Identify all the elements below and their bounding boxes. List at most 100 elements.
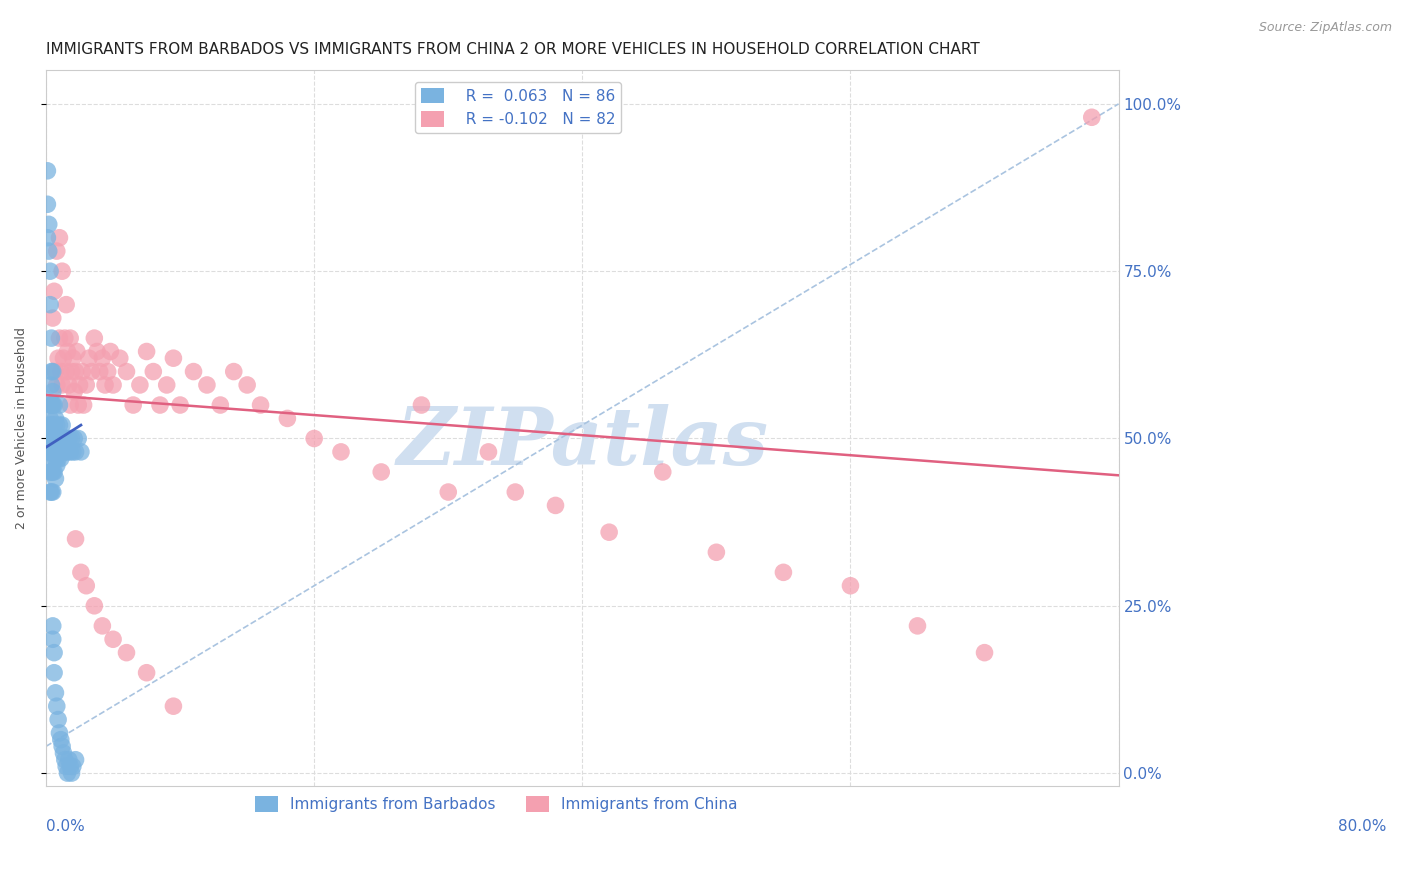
Point	[115, 365, 138, 379]
Point	[162, 351, 184, 366]
Point	[49, 365, 72, 379]
Point	[42, 445, 65, 459]
Point	[839, 579, 862, 593]
Point	[65, 753, 87, 767]
Point	[39, 432, 62, 446]
Point	[41, 418, 63, 433]
Point	[46, 451, 69, 466]
Point	[55, 432, 77, 446]
Text: IMMIGRANTS FROM BARBADOS VS IMMIGRANTS FROM CHINA 2 OR MORE VEHICLES IN HOUSEHOL: IMMIGRANTS FROM BARBADOS VS IMMIGRANTS F…	[46, 42, 980, 57]
Point	[44, 432, 66, 446]
Text: ZIPatlas: ZIPatlas	[396, 404, 769, 482]
Point	[503, 485, 526, 500]
Point	[91, 351, 114, 366]
Point	[65, 532, 87, 546]
Point	[45, 418, 67, 433]
Y-axis label: 2 or more Vehicles in Household: 2 or more Vehicles in Household	[15, 327, 28, 529]
Point	[62, 759, 84, 773]
Point	[42, 384, 65, 399]
Point	[907, 619, 929, 633]
Point	[236, 378, 259, 392]
Point	[46, 432, 69, 446]
Point	[42, 311, 65, 326]
Point	[60, 432, 83, 446]
Point	[44, 365, 66, 379]
Point	[772, 566, 794, 580]
Point	[1081, 110, 1104, 124]
Point	[63, 432, 86, 446]
Point	[42, 432, 65, 446]
Point	[42, 432, 65, 446]
Point	[129, 378, 152, 392]
Point	[48, 418, 70, 433]
Point	[100, 344, 122, 359]
Point	[39, 398, 62, 412]
Point	[222, 365, 245, 379]
Point	[42, 619, 65, 633]
Point	[48, 231, 70, 245]
Point	[72, 365, 94, 379]
Point	[49, 451, 72, 466]
Point	[115, 646, 138, 660]
Point	[42, 398, 65, 412]
Point	[330, 445, 353, 459]
Text: 0.0%: 0.0%	[46, 819, 84, 834]
Point	[55, 298, 77, 312]
Point	[62, 445, 84, 459]
Point	[55, 759, 77, 773]
Text: 80.0%: 80.0%	[1339, 819, 1386, 834]
Point	[42, 665, 65, 680]
Point	[52, 746, 75, 760]
Text: Source: ZipAtlas.com: Source: ZipAtlas.com	[1258, 21, 1392, 34]
Point	[149, 398, 172, 412]
Point	[48, 331, 70, 345]
Point	[91, 619, 114, 633]
Point	[70, 445, 93, 459]
Point	[42, 485, 65, 500]
Point	[41, 378, 63, 392]
Point	[69, 378, 91, 392]
Point	[44, 411, 66, 425]
Point	[48, 726, 70, 740]
Point	[94, 378, 117, 392]
Point	[51, 264, 73, 278]
Point	[39, 445, 62, 459]
Point	[276, 411, 298, 425]
Point	[65, 445, 87, 459]
Point	[45, 699, 67, 714]
Point	[72, 398, 94, 412]
Point	[46, 351, 69, 366]
Point	[53, 753, 76, 767]
Point	[67, 432, 90, 446]
Point	[437, 485, 460, 500]
Point	[135, 344, 157, 359]
Point	[70, 566, 93, 580]
Point	[41, 465, 63, 479]
Point	[45, 458, 67, 473]
Point	[42, 418, 65, 433]
Point	[48, 398, 70, 412]
Point	[60, 766, 83, 780]
Point	[41, 398, 63, 412]
Point	[53, 445, 76, 459]
Point	[45, 244, 67, 259]
Point	[41, 485, 63, 500]
Point	[44, 472, 66, 486]
Point	[60, 365, 83, 379]
Point	[41, 432, 63, 446]
Point	[51, 739, 73, 754]
Point	[42, 646, 65, 660]
Point	[77, 351, 100, 366]
Point	[49, 432, 72, 446]
Point	[973, 646, 995, 660]
Point	[38, 445, 60, 459]
Point	[42, 465, 65, 479]
Point	[38, 218, 60, 232]
Point	[108, 351, 131, 366]
Point	[66, 344, 89, 359]
Point	[53, 331, 76, 345]
Point	[477, 445, 499, 459]
Point	[75, 579, 97, 593]
Point	[55, 365, 77, 379]
Point	[39, 298, 62, 312]
